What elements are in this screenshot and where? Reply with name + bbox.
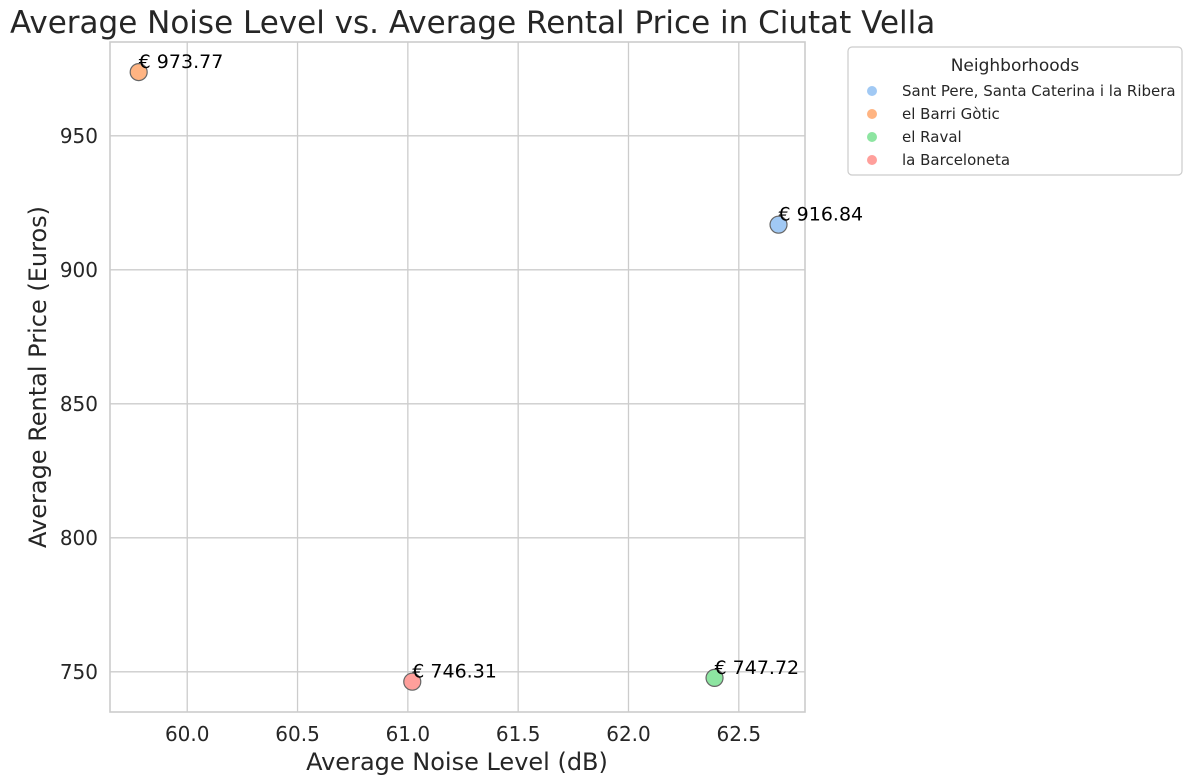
x-tick-label: 60.0 — [165, 722, 210, 746]
legend-label: Sant Pere, Santa Caterina i la Ribera — [902, 82, 1176, 100]
x-tick-label: 62.0 — [606, 722, 651, 746]
plot-area-frame — [109, 41, 806, 713]
legend-title: Neighborhoods — [951, 56, 1080, 76]
data-label: € 973.77 — [139, 51, 224, 73]
legend-marker — [867, 109, 877, 119]
y-tick-label: 850 — [60, 392, 98, 416]
x-tick-label: 61.0 — [386, 722, 431, 746]
legend-box — [847, 46, 1183, 176]
x-tick-label: 60.5 — [275, 722, 320, 746]
y-tick-label: 750 — [60, 660, 98, 684]
y-tick-label: 950 — [60, 124, 98, 148]
y-tick-labels: 750 800 850 900 950 — [60, 124, 98, 684]
y-tick-label: 800 — [60, 526, 98, 550]
data-points — [129, 62, 788, 691]
y-tick-label: 900 — [60, 258, 98, 282]
x-tick-label: 62.5 — [717, 722, 762, 746]
legend-marker — [867, 155, 877, 165]
y-axis-label: Average Rental Price (Euros) — [24, 206, 52, 548]
legend-label: la Barceloneta — [902, 151, 1010, 169]
data-point — [705, 668, 724, 688]
legend-label: el Raval — [902, 128, 962, 146]
data-label: € 916.84 — [779, 204, 864, 226]
x-tick-label: 61.5 — [496, 722, 541, 746]
legend: Neighborhoods Sant Pere, Santa Caterina … — [847, 46, 1183, 176]
data-labels: € 916.84 € 973.77 € 747.72 € 746.31 — [139, 51, 863, 683]
chart-title: Average Noise Level vs. Average Rental P… — [10, 5, 935, 41]
data-label: € 747.72 — [715, 657, 800, 679]
data-label: € 746.31 — [412, 661, 497, 683]
data-point — [129, 62, 148, 82]
legend-label: el Barri Gòtic — [902, 105, 1000, 123]
x-axis-label: Average Noise Level (dB) — [306, 748, 608, 776]
data-point — [403, 672, 422, 691]
legend-items: Sant Pere, Santa Caterina i la Ribera el … — [867, 82, 1176, 169]
x-tick-labels: 60.0 60.5 61.0 61.5 62.0 62.5 — [165, 722, 761, 746]
legend-marker — [867, 86, 877, 96]
data-point — [769, 215, 788, 234]
grid — [110, 42, 805, 712]
legend-marker — [867, 132, 877, 142]
